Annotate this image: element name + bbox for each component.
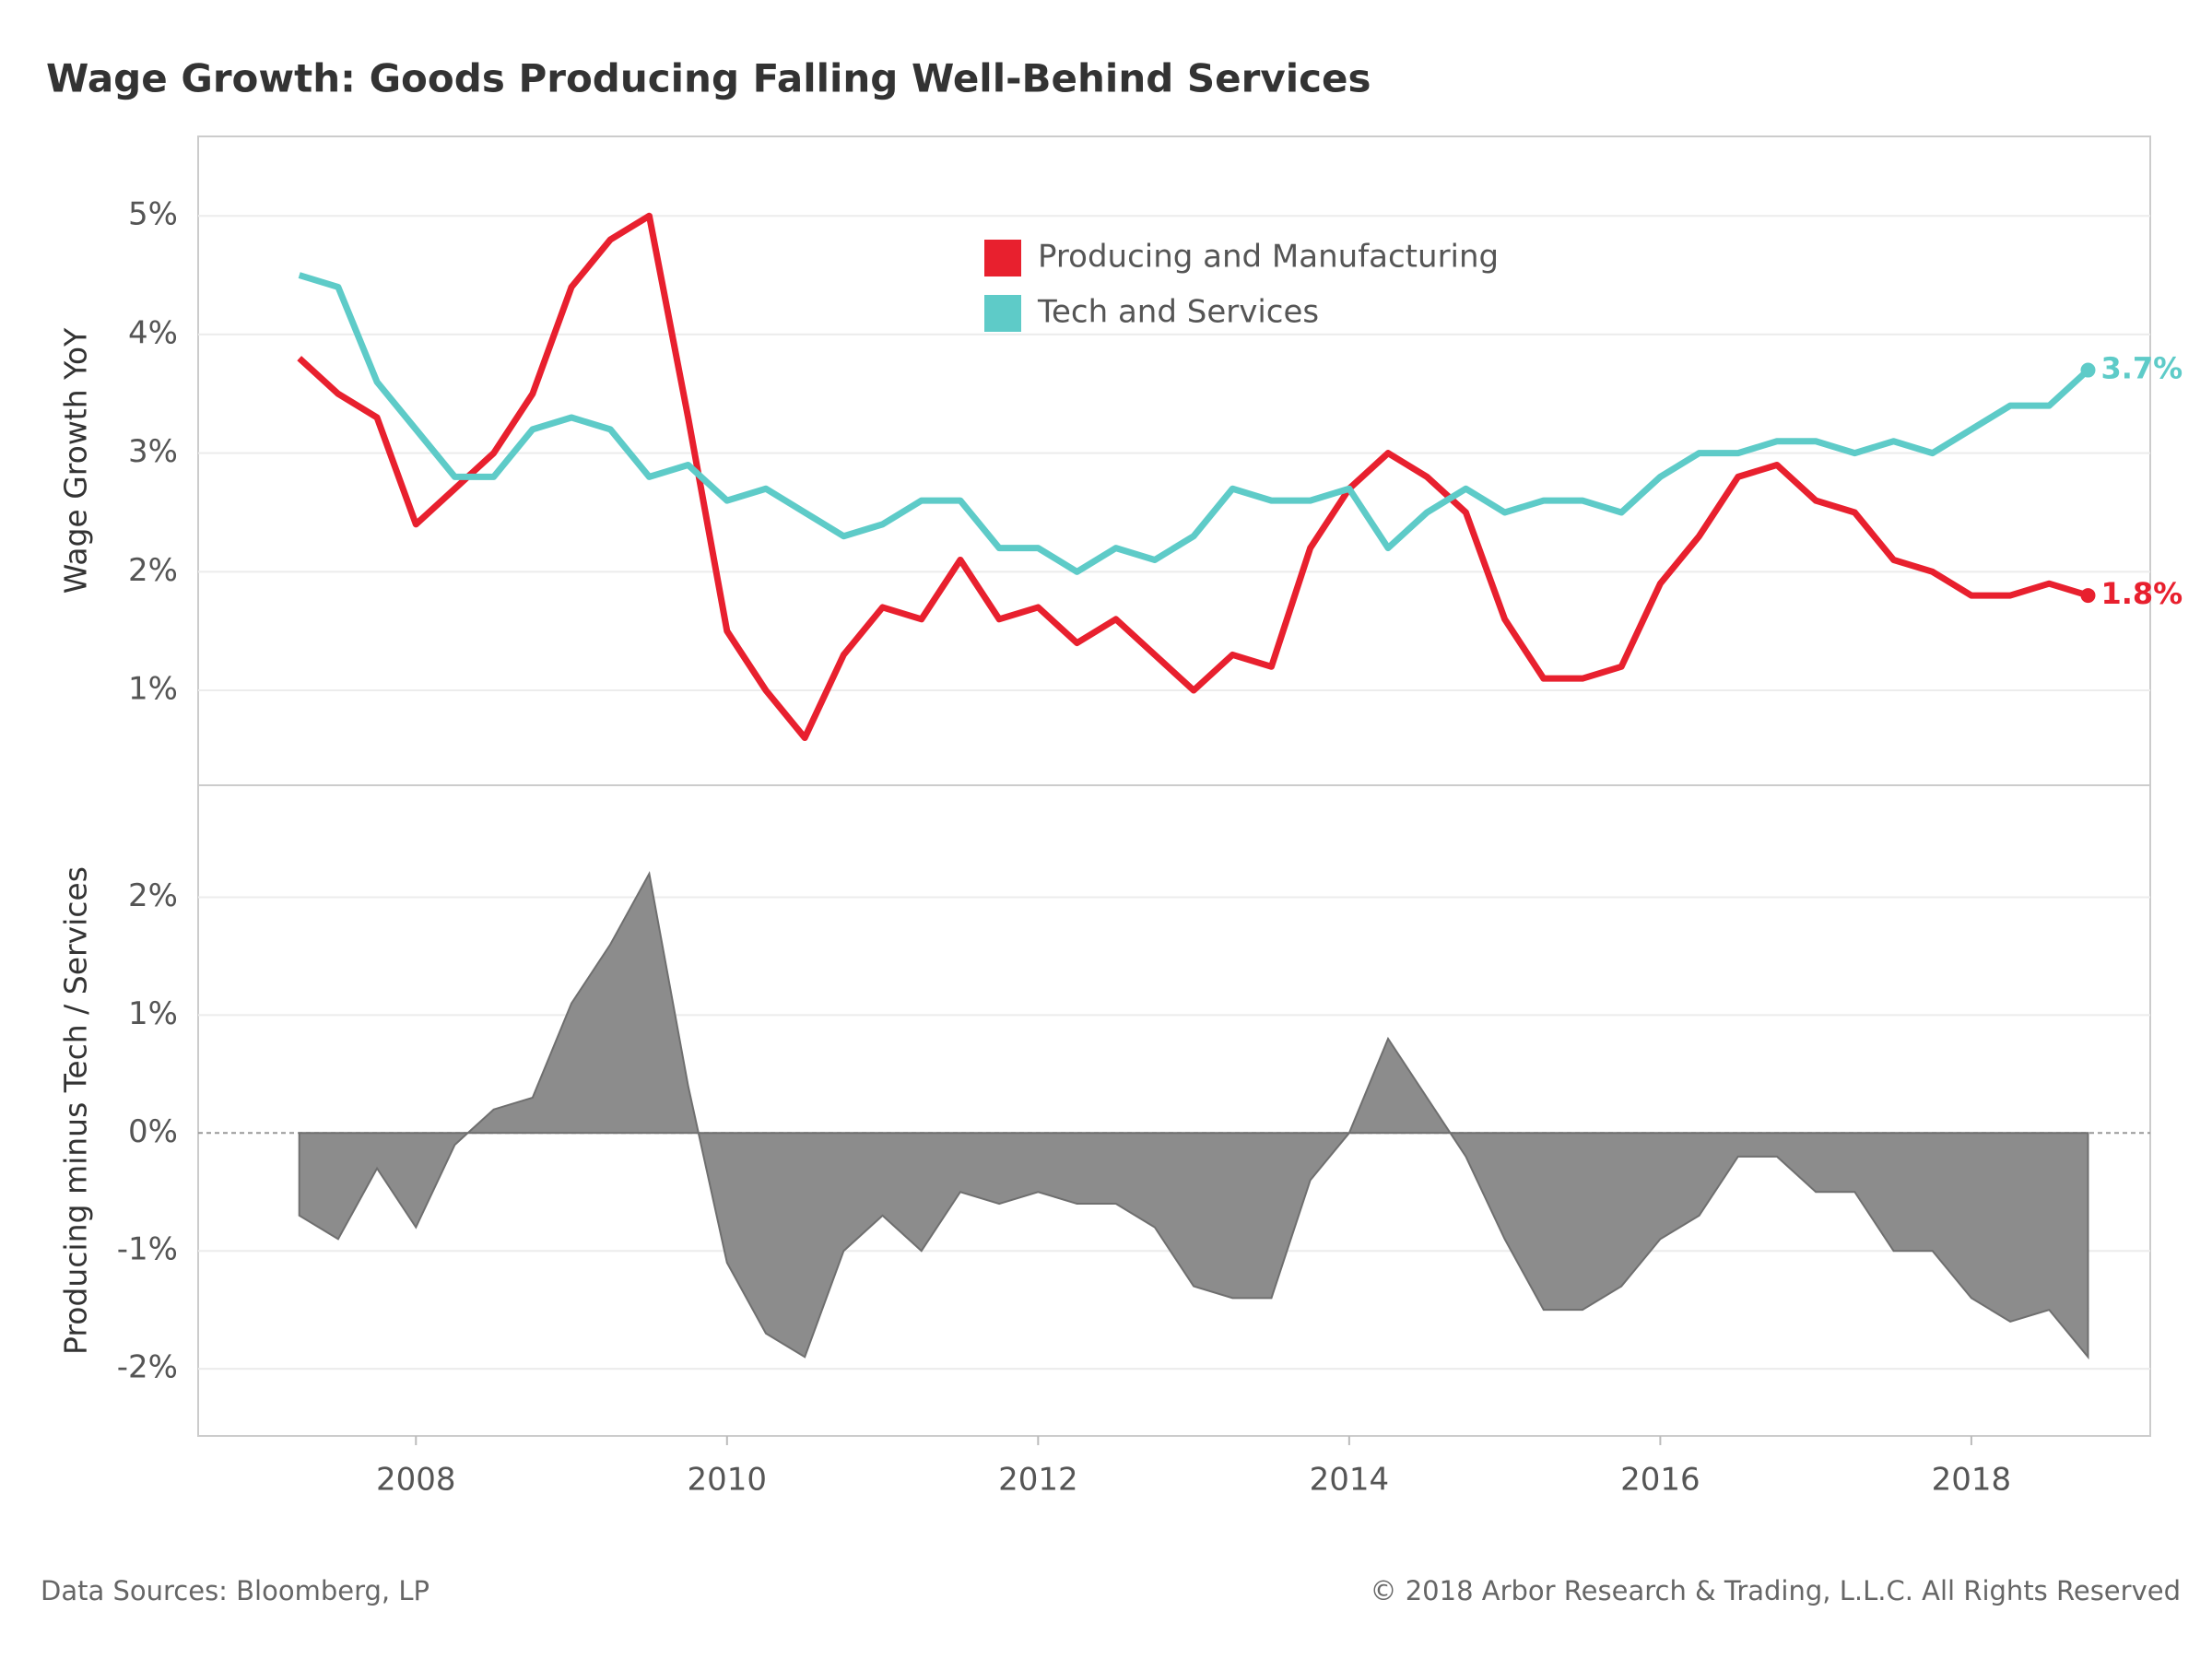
area-series [298,870,2089,1360]
plot-frame [197,784,2151,1437]
x-tick-label: 2012 [998,1462,1078,1499]
legend-label: Tech and Services [1037,294,1319,331]
y-tick-label: -2% [117,1349,178,1386]
end-label: 3.7% [2100,351,2183,386]
y-tick-label: 0% [128,1113,178,1150]
end-label: 1.8% [2100,576,2183,611]
y-tick-label: 1% [128,671,178,708]
x-tick-label: 2016 [1620,1462,1700,1499]
y-tick-label: -1% [117,1231,178,1268]
x-tick-label: 2008 [376,1462,456,1499]
plot-frame [197,135,2151,786]
x-tick-label: 2018 [1932,1462,2012,1499]
line-series [298,272,2090,575]
y-tick-label: 2% [128,552,178,589]
legend-label: Producing and Manufacturing [1038,239,1499,276]
line-series [297,212,2089,742]
end-point [2080,362,2096,378]
copyright-note: © 2018 Arbor Research & Trading, L.L.C. … [1371,1575,2181,1606]
y-axis-title: Wage Growth YoY [58,327,94,594]
end-point [2080,588,2096,604]
y-tick-label: 3% [128,433,178,470]
chart-title: Wage Growth: Goods Producing Falling Wel… [46,56,1371,101]
y-tick-label: 4% [128,314,178,351]
legend-swatch [984,240,1021,276]
y-tick-label: 5% [128,196,178,233]
x-tick-label: 2014 [1310,1462,1390,1499]
y-tick-label: 2% [128,877,178,914]
y-axis-title: Producing minus Tech / Services [58,866,94,1355]
x-tick-label: 2010 [688,1462,768,1499]
legend-swatch [984,295,1021,332]
y-tick-label: 1% [128,995,178,1032]
source-note: Data Sources: Bloomberg, LP [41,1575,429,1606]
